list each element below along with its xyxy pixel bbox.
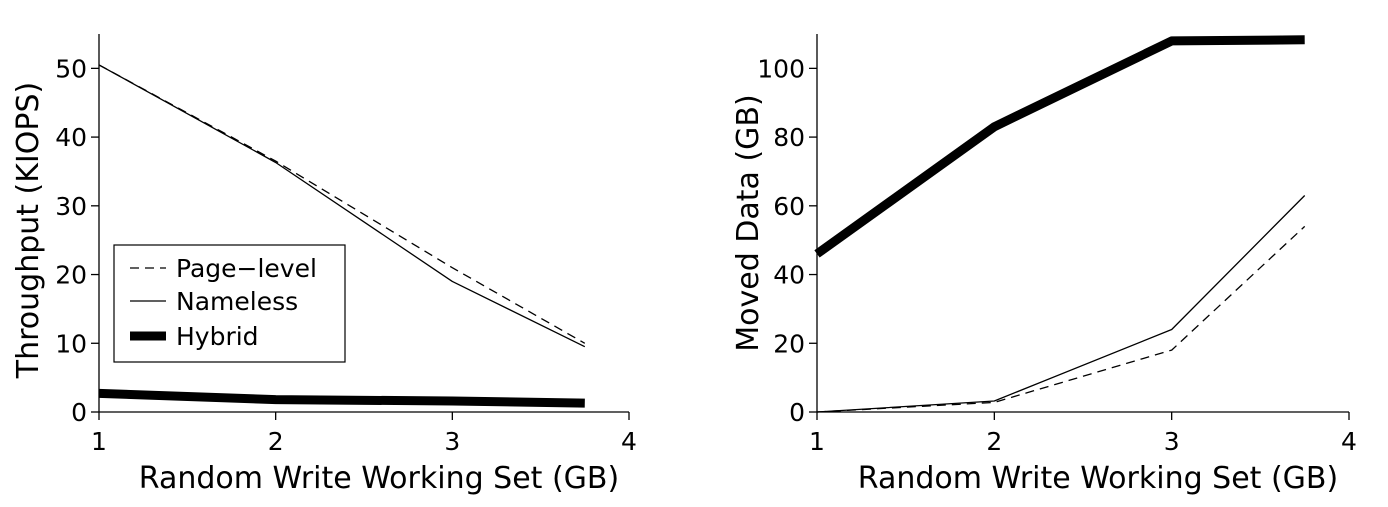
y-tick-label: 30 bbox=[55, 192, 87, 221]
y-tick-label: 50 bbox=[55, 54, 87, 83]
y-tick-label: 40 bbox=[55, 123, 87, 152]
series-line-page-level bbox=[816, 225, 1306, 413]
legend-label: Hybrid bbox=[176, 322, 259, 351]
x-tick-label: 3 bbox=[444, 427, 460, 456]
legend-label: Nameless bbox=[176, 287, 298, 316]
x-tick-label: 3 bbox=[1164, 427, 1180, 456]
y-tick-label: 20 bbox=[55, 261, 87, 290]
x-tick-label: 1 bbox=[91, 427, 107, 456]
legend-label: Page−level bbox=[176, 254, 317, 283]
x-axis-title: Random Write Working Set (GB) bbox=[139, 461, 619, 496]
y-tick-label: 20 bbox=[773, 329, 805, 358]
legend-box bbox=[113, 244, 346, 363]
series-line-hybrid bbox=[814, 35, 1305, 258]
y-tick-label: 100 bbox=[757, 54, 805, 83]
x-tick-label: 4 bbox=[1341, 427, 1357, 456]
y-axis-title: Throughput (KIOPS) bbox=[11, 82, 46, 379]
series-line-hybrid bbox=[98, 388, 585, 408]
x-tick-label: 4 bbox=[621, 427, 637, 456]
series-line-page-level bbox=[98, 64, 586, 344]
y-tick-label: 80 bbox=[773, 123, 805, 152]
x-tick-label: 1 bbox=[809, 427, 825, 456]
series-line-nameless bbox=[98, 64, 586, 348]
x-tick-label: 2 bbox=[268, 427, 284, 456]
x-tick-label: 2 bbox=[986, 427, 1002, 456]
y-tick-label: 0 bbox=[789, 398, 805, 427]
y-tick-label: 60 bbox=[773, 192, 805, 221]
legend: Page−level Nameless Hybrid bbox=[113, 244, 346, 363]
y-tick-label: 10 bbox=[55, 329, 87, 358]
y-axis-title: Moved Data (GB) bbox=[731, 94, 766, 351]
y-tick-label: 0 bbox=[71, 398, 87, 427]
series-line-nameless bbox=[816, 195, 1306, 413]
x-axis-title: Random Write Working Set (GB) bbox=[858, 461, 1338, 496]
y-tick-label: 40 bbox=[773, 261, 805, 290]
